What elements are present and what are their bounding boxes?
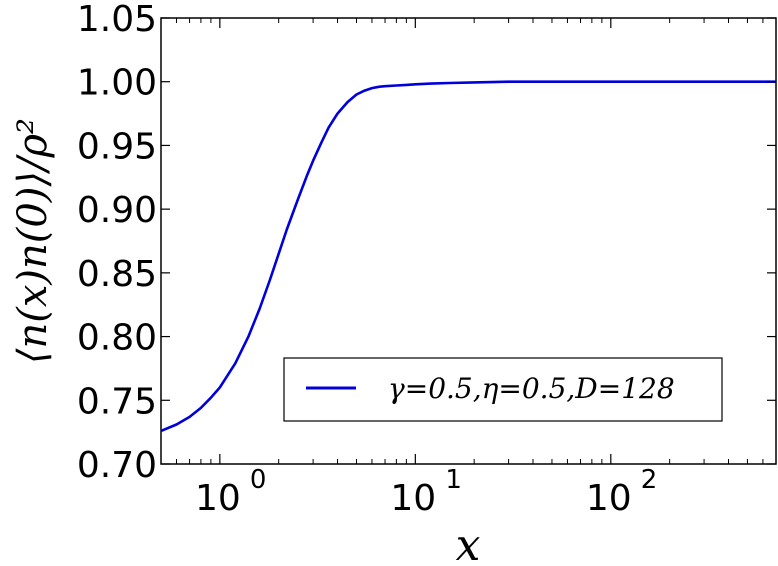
y-tick-label: 0.75 <box>77 381 157 422</box>
x-tick-label: 10 <box>390 478 436 519</box>
y-tick-label: 0.85 <box>77 254 157 295</box>
legend-entry: γ=0.5,η=0.5,D=128 <box>388 372 675 405</box>
x-tick-label: 10 <box>586 478 632 519</box>
x-axis-label: x <box>456 520 481 566</box>
axes <box>160 17 777 465</box>
series-line <box>160 80 776 433</box>
x-tick-exponent: 1 <box>445 465 462 495</box>
y-tick-label: 1.05 <box>77 0 157 40</box>
x-tick-label: 10 <box>195 478 241 519</box>
y-axis-label: ⟨n(x)n(0)⟩/ρ² <box>10 118 56 364</box>
y-tick-label: 0.80 <box>77 318 157 359</box>
y-tick-label: 0.95 <box>77 126 157 167</box>
ticks: 0.70 0.75 0.80 0.85 0.90 0.95 1.00 1.05 10 0 10 1 10… <box>77 0 777 519</box>
y-tick-label: 0.90 <box>77 190 157 231</box>
plot-area <box>160 80 776 433</box>
plot-frame <box>160 17 777 465</box>
x-tick-exponent: 2 <box>641 465 658 495</box>
x-tick-exponent: 0 <box>250 465 267 495</box>
y-tick-label: 0.70 <box>77 445 157 486</box>
legend-box <box>283 357 723 422</box>
y-tick-label: 1.00 <box>77 63 157 104</box>
legend: γ=0.5,η=0.5,D=128 <box>283 357 723 422</box>
